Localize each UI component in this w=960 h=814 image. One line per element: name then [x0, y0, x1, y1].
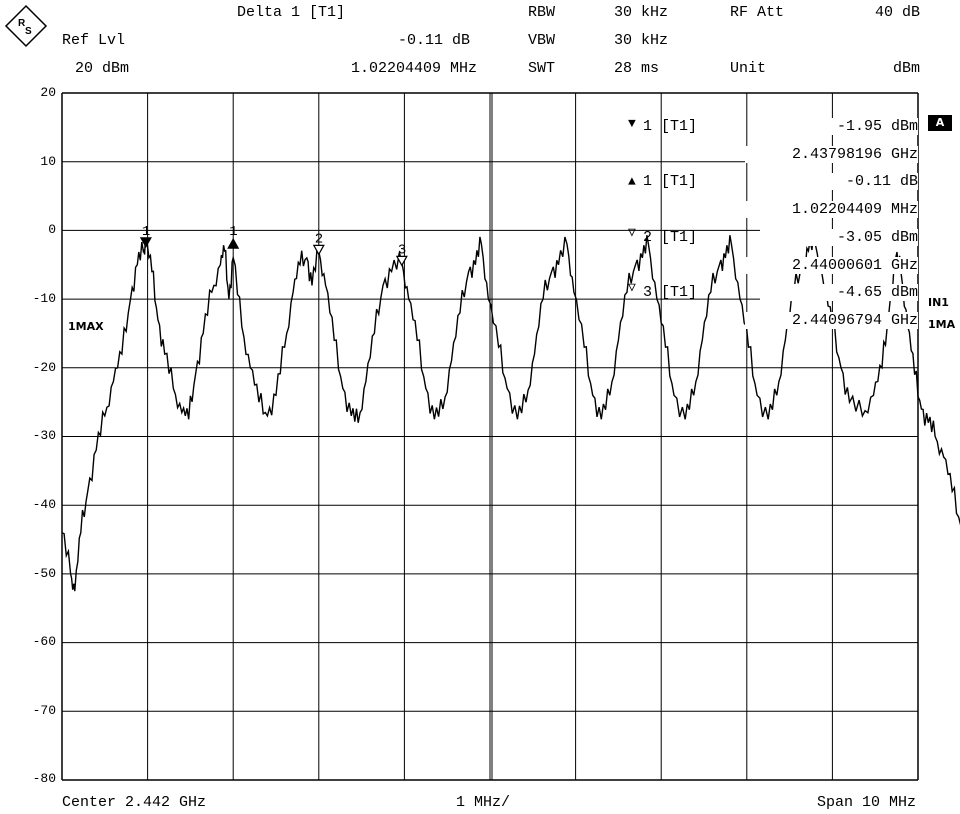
svg-text:R: R — [18, 18, 26, 29]
y-tick-label: -50 — [32, 566, 56, 581]
span-value: Span 10 MHz — [816, 794, 916, 811]
delta-marker-label: Delta 1 [T1] — [237, 4, 346, 21]
vbw-label: VBW — [528, 32, 556, 49]
rbw-label: RBW — [528, 4, 556, 21]
marker-freq: 2.43798196 GHz — [745, 146, 918, 163]
marker-value: -4.65 dBm — [760, 284, 918, 301]
marker-number-label: 3 — [398, 242, 406, 258]
spectrum-trace — [61, 233, 960, 592]
marker-symbol: ▽ — [628, 280, 636, 295]
y-tick-label: -20 — [32, 360, 56, 375]
y-tick-label: -60 — [32, 634, 56, 649]
marker-name: 1 [T1] — [643, 118, 698, 135]
delta-level-value: -0.11 dB — [397, 32, 470, 49]
swt-label: SWT — [528, 60, 556, 77]
marker-symbol: ▽ — [628, 225, 636, 240]
trace-a-badge: A — [928, 115, 952, 131]
y-tick-label: -70 — [32, 703, 56, 718]
marker-name: 3 [T1] — [643, 284, 698, 301]
marker-group: 1 1 2 3 — [139, 224, 408, 267]
unit-label: Unit — [730, 60, 767, 77]
marker-freq: 1.02204409 MHz — [745, 201, 918, 218]
plot-grid — [61, 92, 919, 781]
marker-triangle — [312, 244, 325, 256]
ref-level-value: 20 dBm — [75, 60, 130, 77]
y-tick-label: -40 — [32, 497, 56, 512]
marker-value: -3.05 dBm — [760, 229, 918, 246]
marker-name: 2 [T1] — [643, 229, 698, 246]
marker-freq: 2.44000601 GHz — [745, 257, 918, 274]
marker-triangle — [227, 237, 240, 249]
marker-triangle — [139, 237, 152, 249]
trace-label: 1MAX — [68, 320, 104, 333]
y-tick-label: -80 — [32, 771, 56, 786]
marker-triangle — [395, 255, 408, 267]
delta-freq-value: 1.02204409 MHz — [350, 60, 477, 77]
center-frequency: Center 2.442 GHz — [62, 794, 207, 811]
marker-value: -1.95 dBm — [760, 118, 918, 135]
y-tick-label: -10 — [32, 291, 56, 306]
marker-name: 1 [T1] — [643, 173, 698, 190]
unit-value: dBm — [892, 60, 920, 77]
y-tick-label: 20 — [40, 85, 56, 100]
marker-symbol: ▲ — [628, 174, 636, 189]
y-tick-label: -30 — [32, 428, 56, 443]
marker-number-label: 2 — [315, 231, 323, 247]
y-tick-label: 0 — [48, 222, 56, 237]
max-trace-label: 1MA — [928, 318, 956, 331]
marker-value: -0.11 dB — [760, 173, 918, 190]
rf-att-label: RF Att — [730, 4, 785, 21]
marker-symbol: ▼ — [628, 116, 636, 131]
swt-value: 28 ms — [614, 60, 660, 77]
vbw-value: 30 kHz — [614, 32, 669, 49]
rs-logo-icon: R S — [4, 4, 48, 48]
y-tick-label: 10 — [40, 154, 56, 169]
rbw-value: 30 kHz — [614, 4, 669, 21]
input-1-label: IN1 — [928, 296, 949, 309]
marker-number-label: 1 — [229, 224, 237, 240]
marker-number-label: 1 — [142, 224, 150, 240]
span-per-division: 1 MHz/ — [456, 794, 511, 811]
marker-freq: 2.44096794 GHz — [745, 312, 918, 329]
svg-text:S: S — [25, 26, 32, 37]
ref-level-label: Ref Lvl — [62, 32, 126, 49]
rf-att-value: 40 dB — [874, 4, 920, 21]
